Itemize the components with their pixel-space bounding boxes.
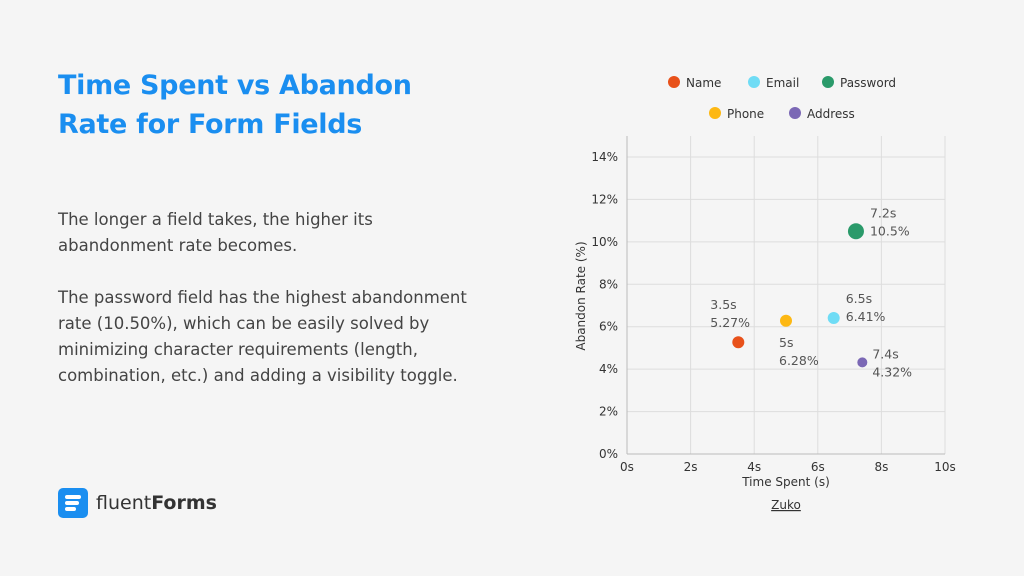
data-point-address <box>857 357 868 368</box>
data-label-y: 4.32% <box>872 364 912 379</box>
y-tick-label: 10% <box>591 235 618 249</box>
data-label-x: 5s <box>779 335 793 350</box>
legend-marker-name <box>668 76 680 88</box>
legend-label-phone: Phone <box>727 107 764 121</box>
x-tick-label: 4s <box>747 460 761 474</box>
fluentforms-logo-icon <box>58 488 88 518</box>
legend-label-name: Name <box>686 76 721 90</box>
x-tick-label: 10s <box>934 460 956 474</box>
data-point-name <box>732 336 745 349</box>
data-label-y: 10.5% <box>870 223 910 238</box>
data-label-y: 5.27% <box>710 315 750 330</box>
legend-marker-email <box>748 76 760 88</box>
y-tick-label: 8% <box>599 277 618 291</box>
page-title: Time Spent vs Abandon Rate for Form Fiel… <box>58 70 412 140</box>
data-point-email <box>827 312 840 325</box>
y-tick-label: 12% <box>591 192 618 206</box>
x-tick-label: 2s <box>684 460 698 474</box>
legend-label-address: Address <box>807 107 855 121</box>
y-tick-label: 2% <box>599 405 618 419</box>
x-tick-label: 0s <box>620 460 634 474</box>
data-point-phone <box>780 314 792 327</box>
legend-marker-password <box>822 76 834 88</box>
fluentforms-logo: fluentForms <box>58 488 217 518</box>
data-label-x: 7.4s <box>872 346 898 361</box>
detail-paragraph: The password field has the highest aband… <box>58 288 467 385</box>
legend-marker-phone <box>709 107 721 119</box>
source-link[interactable]: Zuko <box>771 498 801 512</box>
intro-paragraph: The longer a field takes, the higher its… <box>58 210 373 255</box>
data-label-x: 3.5s <box>710 297 736 312</box>
data-label-y: 6.28% <box>779 353 819 368</box>
x-tick-label: 8s <box>874 460 888 474</box>
y-tick-label: 4% <box>599 362 618 376</box>
y-axis-title: Abandon Rate (%) <box>574 241 588 350</box>
legend-label-password: Password <box>840 76 896 90</box>
data-label-y: 6.41% <box>846 309 886 324</box>
data-label-x: 6.5s <box>846 291 872 306</box>
logo-text-2: Forms <box>151 492 217 514</box>
logo-text-1: fluent <box>96 492 152 514</box>
data-label-x: 7.2s <box>870 205 896 220</box>
y-tick-label: 0% <box>599 447 618 461</box>
x-tick-label: 6s <box>811 460 825 474</box>
x-axis-title: Time Spent (s) <box>741 475 830 489</box>
y-tick-label: 6% <box>599 320 618 334</box>
data-point-password <box>847 223 864 240</box>
legend-marker-address <box>789 107 801 119</box>
y-tick-label: 14% <box>591 150 618 164</box>
legend-label-email: Email <box>766 76 799 90</box>
